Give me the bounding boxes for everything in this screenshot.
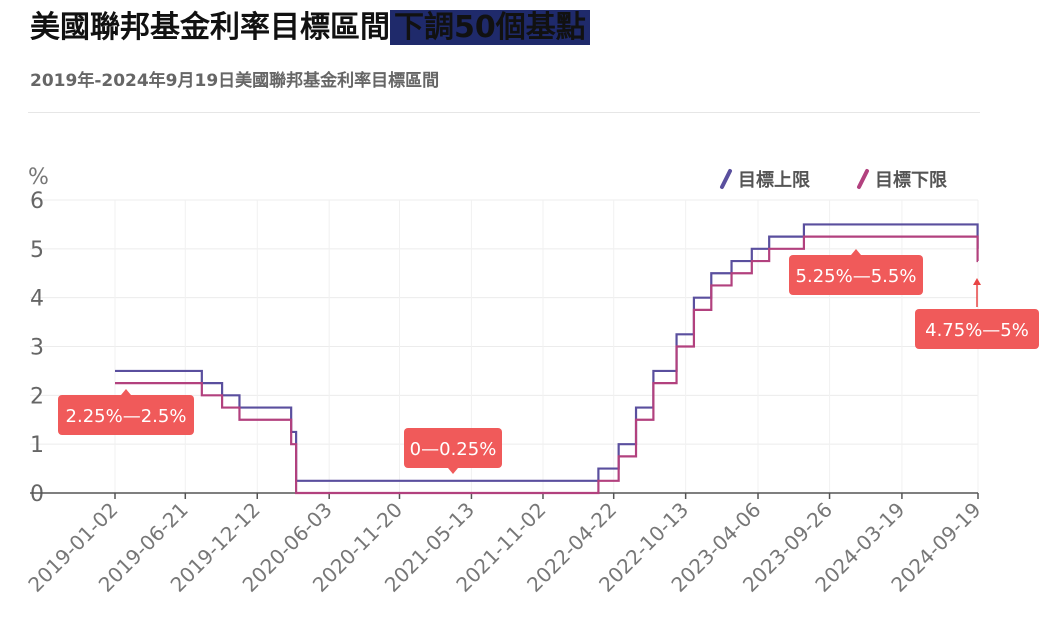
annotation-arrowhead xyxy=(973,278,981,285)
annotation-label: 0—0.25% xyxy=(410,439,497,460)
legend-label: 目標上限 xyxy=(738,169,811,191)
legend-swatch xyxy=(720,169,732,189)
title-highlight: 下調50個基點 xyxy=(390,10,590,45)
y-axis-unit: % xyxy=(28,165,49,190)
annotation-label: 5.25%—5.5% xyxy=(796,266,917,287)
series-line-lower xyxy=(115,235,979,495)
legend-label: 目標下限 xyxy=(875,169,948,191)
y-tick-label: 4 xyxy=(30,287,44,312)
annotation-pointer xyxy=(121,389,131,395)
y-tick-label: 0 xyxy=(30,482,44,507)
annotation-box xyxy=(58,395,194,435)
annotation-label: 4.75%—5% xyxy=(925,320,1029,341)
y-tick-label: 3 xyxy=(30,336,44,361)
annotation-box xyxy=(915,309,1039,349)
annotation-box xyxy=(789,255,923,295)
annotation-pointer xyxy=(851,249,861,255)
title-main: 美國聯邦基金利率目標區間 xyxy=(30,10,390,45)
y-tick-label: 6 xyxy=(30,189,44,214)
annotation-label: 2.25%—2.5% xyxy=(66,406,187,427)
annotation-pointer xyxy=(448,468,458,474)
header-divider xyxy=(28,112,980,113)
chart-title: 美國聯邦基金利率目標區間 下調50個基點 xyxy=(30,8,590,52)
y-tick-label: 1 xyxy=(30,433,44,458)
annotation-box xyxy=(404,428,502,468)
y-tick-label: 5 xyxy=(30,238,44,263)
legend-swatch xyxy=(857,169,869,189)
chart-subtitle: 2019年-2024年9月19日美國聯邦基金利率目標區間 xyxy=(30,71,440,91)
y-tick-label: 2 xyxy=(30,384,44,409)
